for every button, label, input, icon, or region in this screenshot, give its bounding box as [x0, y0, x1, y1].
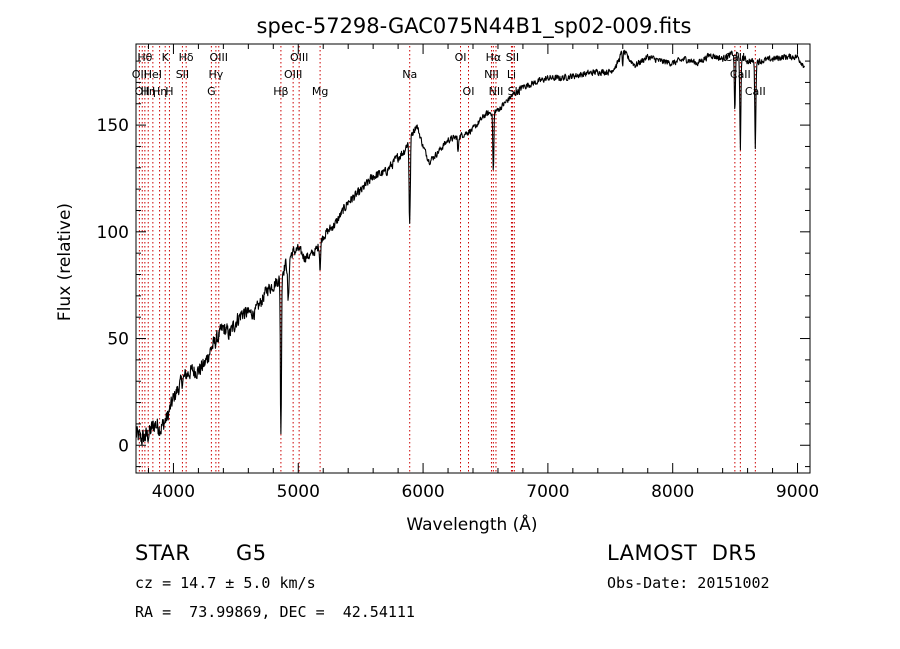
redshift-cz: cz = 14.7 ± 5.0 km/s — [135, 574, 316, 592]
line-marker-label: Hη — [152, 85, 167, 98]
coordinates: RA = 73.99869, DEC = 42.54111 — [135, 603, 415, 621]
line-marker-labels: OIIOIIHθHηHeIHηKHSIIHδGHγOIIIHβOIIIOIIIM… — [132, 51, 766, 98]
survey-name: LAMOST DR5 — [607, 541, 758, 565]
x-tick-label: 6000 — [401, 482, 444, 502]
axis-ticks: 4000 5000 6000 7000 8000 9000 0 50 100 150 — [97, 44, 819, 502]
line-marker-label: Na — [402, 68, 417, 81]
line-marker-label: Hθ — [137, 51, 152, 64]
plot-frame — [135, 43, 811, 474]
x-tick-label: 5000 — [277, 482, 320, 502]
line-marker-label: OIII — [210, 51, 228, 64]
line-marker-label: OII — [135, 85, 150, 98]
line-marker-label: HeI — [144, 68, 162, 81]
line-marker-label: NII — [484, 68, 499, 81]
y-axis-label: Flux (relative) — [55, 203, 75, 321]
line-marker-label: K — [162, 51, 170, 64]
line-marker-label: Hγ — [208, 68, 223, 81]
line-marker-label: OI — [455, 51, 467, 64]
x-tick-label: 9000 — [776, 482, 819, 502]
x-tick-label: 7000 — [526, 482, 569, 502]
x-tick-label: 4000 — [152, 482, 195, 502]
line-markers — [138, 46, 756, 472]
line-marker-label: G — [207, 85, 216, 98]
line-marker-label: H — [165, 85, 173, 98]
spectrum-line — [135, 49, 805, 446]
line-marker-label: OIII — [284, 68, 302, 81]
line-marker-label: Hδ — [179, 51, 194, 64]
chart-title: spec-57298-GAC075N44B1_sp02-009.fits — [257, 14, 692, 39]
line-marker-label: Hβ — [273, 85, 288, 98]
line-marker-label: NII — [489, 85, 504, 98]
line-marker-label: Li — [507, 68, 516, 81]
line-marker-label: Hα — [486, 51, 502, 64]
line-marker-label: CaII — [745, 85, 766, 98]
line-marker-label: OIII — [290, 51, 308, 64]
object-class: STAR — [135, 541, 191, 565]
line-marker-label: OI — [463, 85, 475, 98]
line-marker-label: SII — [506, 51, 519, 64]
x-axis-label: Wavelength (Å) — [406, 513, 537, 535]
y-tick-label: 100 — [97, 223, 129, 243]
x-tick-label: 8000 — [651, 482, 694, 502]
y-tick-label: 150 — [97, 116, 129, 136]
y-tick-label: 0 — [118, 436, 129, 456]
line-marker-label: Mg — [312, 85, 328, 98]
line-marker-label: CaII — [730, 68, 751, 81]
line-marker-label: SII — [176, 68, 189, 81]
obs-date: Obs-Date: 20151002 — [607, 574, 770, 592]
object-subclass: G5 — [236, 541, 267, 565]
line-marker-label: Hη — [141, 85, 156, 98]
y-tick-label: 50 — [107, 330, 129, 350]
